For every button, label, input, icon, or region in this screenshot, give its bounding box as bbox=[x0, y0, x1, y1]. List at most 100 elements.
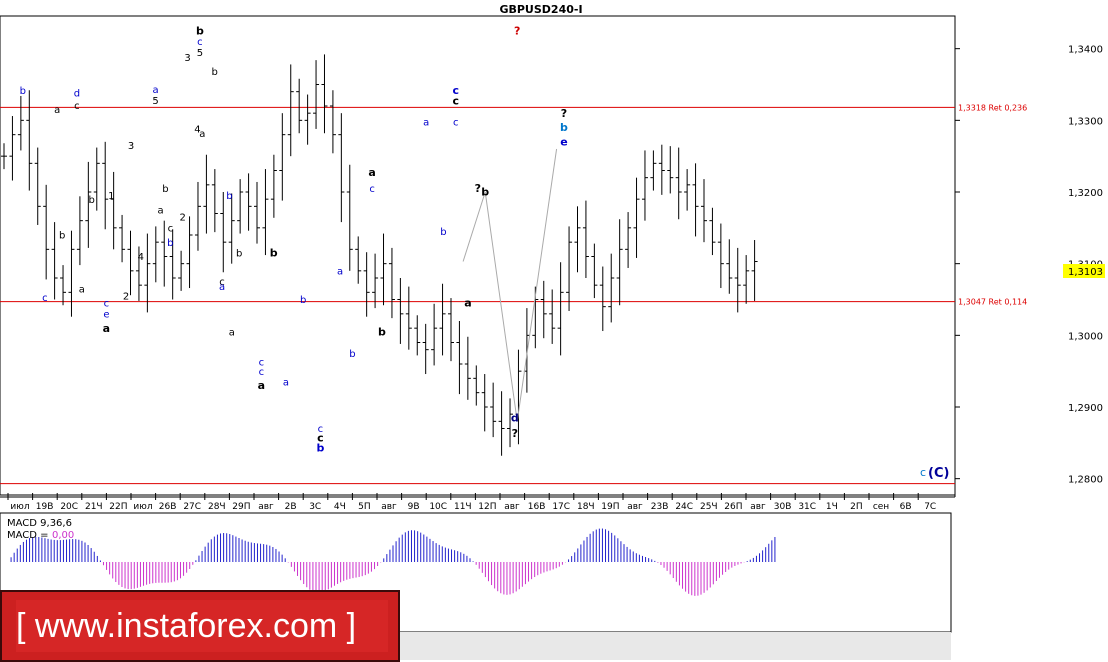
wave-label: c bbox=[318, 424, 324, 435]
wave-label: b bbox=[167, 238, 173, 249]
ohlc-bar bbox=[186, 216, 193, 289]
x-tick-label: 26В bbox=[159, 502, 177, 512]
ohlc-bar bbox=[498, 391, 505, 456]
ohlc-bar bbox=[507, 398, 514, 448]
ohlc-bar bbox=[76, 196, 83, 266]
ohlc-bar bbox=[709, 207, 716, 256]
watermark-text: [ www.instaforex.com ] bbox=[16, 600, 388, 652]
wave-label: b bbox=[211, 67, 217, 78]
x-tick-label: июл bbox=[10, 502, 29, 512]
ohlc-bar bbox=[397, 278, 404, 344]
ohlc-bar bbox=[717, 223, 724, 289]
x-tick-label: 2П bbox=[850, 502, 863, 512]
ohlc-bar bbox=[414, 315, 421, 356]
ohlc-bar bbox=[152, 226, 159, 283]
ohlc-bar bbox=[93, 147, 100, 211]
x-tick-label: 30В bbox=[774, 502, 792, 512]
ohlc-bar bbox=[751, 240, 758, 301]
ohlc-bar bbox=[245, 173, 252, 231]
y-tick-label: 1,3400 bbox=[1068, 45, 1103, 56]
ohlc-bar bbox=[220, 192, 227, 273]
wave-label: a bbox=[337, 266, 343, 277]
ohlc-bar bbox=[447, 298, 454, 362]
wave-label: a bbox=[219, 282, 225, 293]
macd-value: 0,00 bbox=[52, 530, 74, 541]
ohlc-bar bbox=[313, 60, 320, 129]
ohlc-bar bbox=[380, 233, 387, 306]
ohlc-bar bbox=[270, 154, 277, 218]
wave-label: d bbox=[511, 411, 519, 424]
x-tick-label: 5П bbox=[358, 502, 371, 512]
ohlc-bar bbox=[582, 200, 589, 278]
forecast-path bbox=[462, 148, 558, 422]
ohlc-bar bbox=[422, 323, 429, 375]
ohlc-bar bbox=[388, 247, 395, 319]
ohlc-bar bbox=[540, 280, 547, 339]
ohlc-bar bbox=[228, 193, 235, 264]
current-price-badge: 1,3103 bbox=[1063, 264, 1105, 278]
ohlc-bar bbox=[473, 365, 480, 406]
ohlc-bar bbox=[650, 150, 657, 191]
wave-label: b bbox=[349, 349, 355, 360]
x-tick-label: авг bbox=[258, 502, 274, 512]
wave-label: ? bbox=[561, 107, 567, 120]
ohlc-bar bbox=[700, 179, 707, 243]
ohlc-bar bbox=[641, 150, 648, 221]
x-tick-label: 17С bbox=[552, 502, 570, 512]
ohlc-bar bbox=[549, 289, 556, 344]
wave-label: b bbox=[560, 121, 568, 134]
wave-label: 1 bbox=[108, 191, 114, 202]
ohlc-bar bbox=[194, 181, 201, 251]
ohlc-bar bbox=[439, 283, 446, 356]
ohlc-bar bbox=[743, 255, 750, 304]
chart-title: GBPUSD240-I bbox=[499, 3, 582, 16]
wave-label: b bbox=[300, 295, 306, 306]
x-tick-label: июл bbox=[133, 502, 152, 512]
wave-label: b bbox=[226, 191, 232, 202]
ohlc-bar bbox=[102, 141, 109, 230]
wave-label: b bbox=[236, 249, 242, 260]
ohlc-bar bbox=[279, 113, 286, 201]
x-tick-label: 1Ч bbox=[826, 502, 838, 512]
x-tick-label: 31С bbox=[798, 502, 816, 512]
wave-label: b bbox=[316, 441, 324, 454]
x-tick-label: авг bbox=[750, 502, 766, 512]
ohlc-bar bbox=[1, 143, 7, 170]
ohlc-bar bbox=[726, 239, 733, 294]
wave-label: a bbox=[54, 105, 60, 116]
wave-label: ? bbox=[475, 182, 481, 195]
ohlc-bar bbox=[68, 230, 75, 317]
ohlc-bar bbox=[608, 253, 615, 323]
wave-label: a bbox=[103, 322, 110, 335]
ohlc-bar bbox=[591, 243, 598, 299]
x-tick-label: 11Ч bbox=[454, 502, 472, 512]
ohlc-bar bbox=[574, 206, 581, 273]
x-tick-label: авг bbox=[627, 502, 643, 512]
ohlc-bar bbox=[372, 253, 379, 309]
wave-label: c bbox=[259, 367, 265, 378]
ohlc-bar bbox=[254, 181, 261, 244]
ohlc-bar bbox=[616, 219, 623, 306]
ohlc-bar bbox=[734, 247, 741, 313]
x-tick-label: 24С bbox=[675, 502, 693, 512]
ohlc-bar bbox=[329, 90, 336, 154]
wave-label: b bbox=[162, 184, 168, 195]
ohlc-bar bbox=[675, 147, 682, 220]
x-tick-label: авг bbox=[504, 502, 520, 512]
x-tick-label: 28Ч bbox=[208, 502, 226, 512]
ohlc-bar bbox=[566, 226, 573, 311]
ohlc-bar bbox=[135, 246, 142, 301]
wave-label: a bbox=[464, 297, 471, 310]
ohlc-bar bbox=[9, 116, 16, 181]
wave-label: 4 bbox=[138, 252, 144, 263]
ohlc-bar bbox=[692, 163, 699, 237]
wave-c-small-label: c bbox=[920, 466, 926, 479]
wave-label: 5 bbox=[152, 96, 158, 107]
x-tick-label: сен bbox=[873, 502, 889, 512]
ohlc-bar bbox=[658, 144, 665, 195]
y-tick-label: 1,3000 bbox=[1068, 331, 1103, 342]
ohlc-bar bbox=[85, 161, 92, 248]
watermark-banner: [ www.instaforex.com ] bbox=[0, 590, 400, 662]
ohlc-bar bbox=[43, 184, 50, 280]
